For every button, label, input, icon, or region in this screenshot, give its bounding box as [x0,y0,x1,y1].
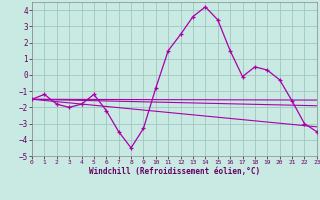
X-axis label: Windchill (Refroidissement éolien,°C): Windchill (Refroidissement éolien,°C) [89,167,260,176]
